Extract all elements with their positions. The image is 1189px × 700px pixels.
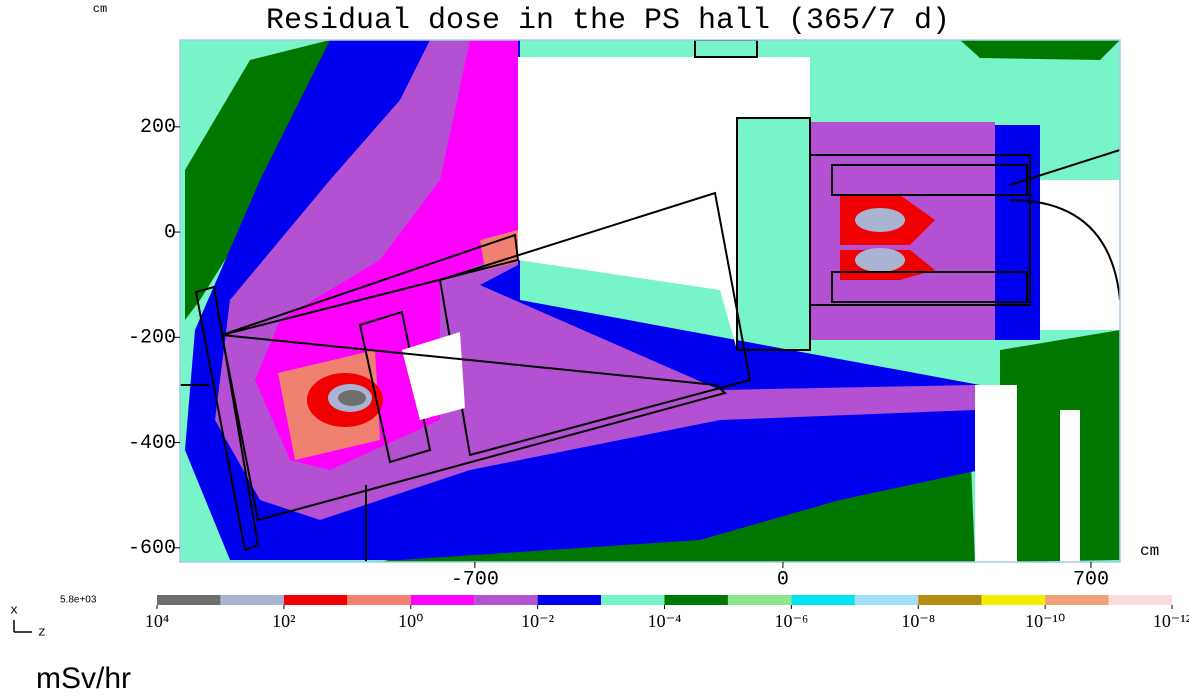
x-axis-unit: cm xyxy=(1140,542,1159,560)
colorbar-segment xyxy=(538,595,601,605)
colorbar-tick-label: 10⁰ xyxy=(398,611,423,631)
colorbar-segment xyxy=(855,595,918,605)
colorbar-tick-label: 10⁻⁸ xyxy=(901,611,935,631)
colorbar-tick-label: 10⁻¹⁰ xyxy=(1025,611,1065,631)
y-tick-label: -600 xyxy=(128,537,176,560)
colorbar-segment xyxy=(918,595,981,605)
colorbar-segment xyxy=(982,595,1045,605)
y-tick-label: -200 xyxy=(128,327,176,350)
y-tick-label: 0 xyxy=(164,221,176,244)
x-tick-label: 700 xyxy=(1073,568,1109,591)
colorbar-segment xyxy=(791,595,854,605)
colorbar-tick-label: 10⁻⁶ xyxy=(774,611,808,631)
orientation-label: x xyxy=(10,602,18,617)
colorbar-tick-label: 10⁴ xyxy=(145,611,169,631)
colorbar-segment xyxy=(157,595,220,605)
x-tick-label: -700 xyxy=(451,568,499,591)
colorbar-segment xyxy=(601,595,664,605)
y-tick-label: -400 xyxy=(128,432,176,455)
colorbar-segment xyxy=(474,595,537,605)
colorbar-max: 5.8e+03 xyxy=(60,595,97,606)
colorbar-segment xyxy=(728,595,791,605)
colorbar-segment xyxy=(1109,595,1172,605)
colorbar-segment xyxy=(1045,595,1108,605)
orientation-label: z xyxy=(38,624,46,639)
colorbar-segment xyxy=(284,595,347,605)
colorbar-segment xyxy=(411,595,474,605)
colorbar-tick-label: 10⁻² xyxy=(521,611,554,631)
colorbar-unit: mSv/hr xyxy=(36,662,131,695)
colorbar-segment xyxy=(347,595,410,605)
colorbar-segment xyxy=(220,595,283,605)
colorbar-tick-label: 10⁻¹² xyxy=(1153,611,1189,631)
colorbar-tick-label: 10² xyxy=(272,611,295,631)
colorbar-segment xyxy=(665,595,728,605)
chart-title: Residual dose in the PS hall (365/7 d) xyxy=(266,4,950,38)
chart: Residual dose in the PS hall (365/7 d) c… xyxy=(0,0,1189,700)
dose-map xyxy=(180,40,1120,562)
y-tick-label: 200 xyxy=(140,116,176,139)
y-axis-unit: cm xyxy=(93,2,107,16)
colorbar-tick-label: 10⁻⁴ xyxy=(648,611,682,631)
x-tick-label: 0 xyxy=(777,568,789,591)
